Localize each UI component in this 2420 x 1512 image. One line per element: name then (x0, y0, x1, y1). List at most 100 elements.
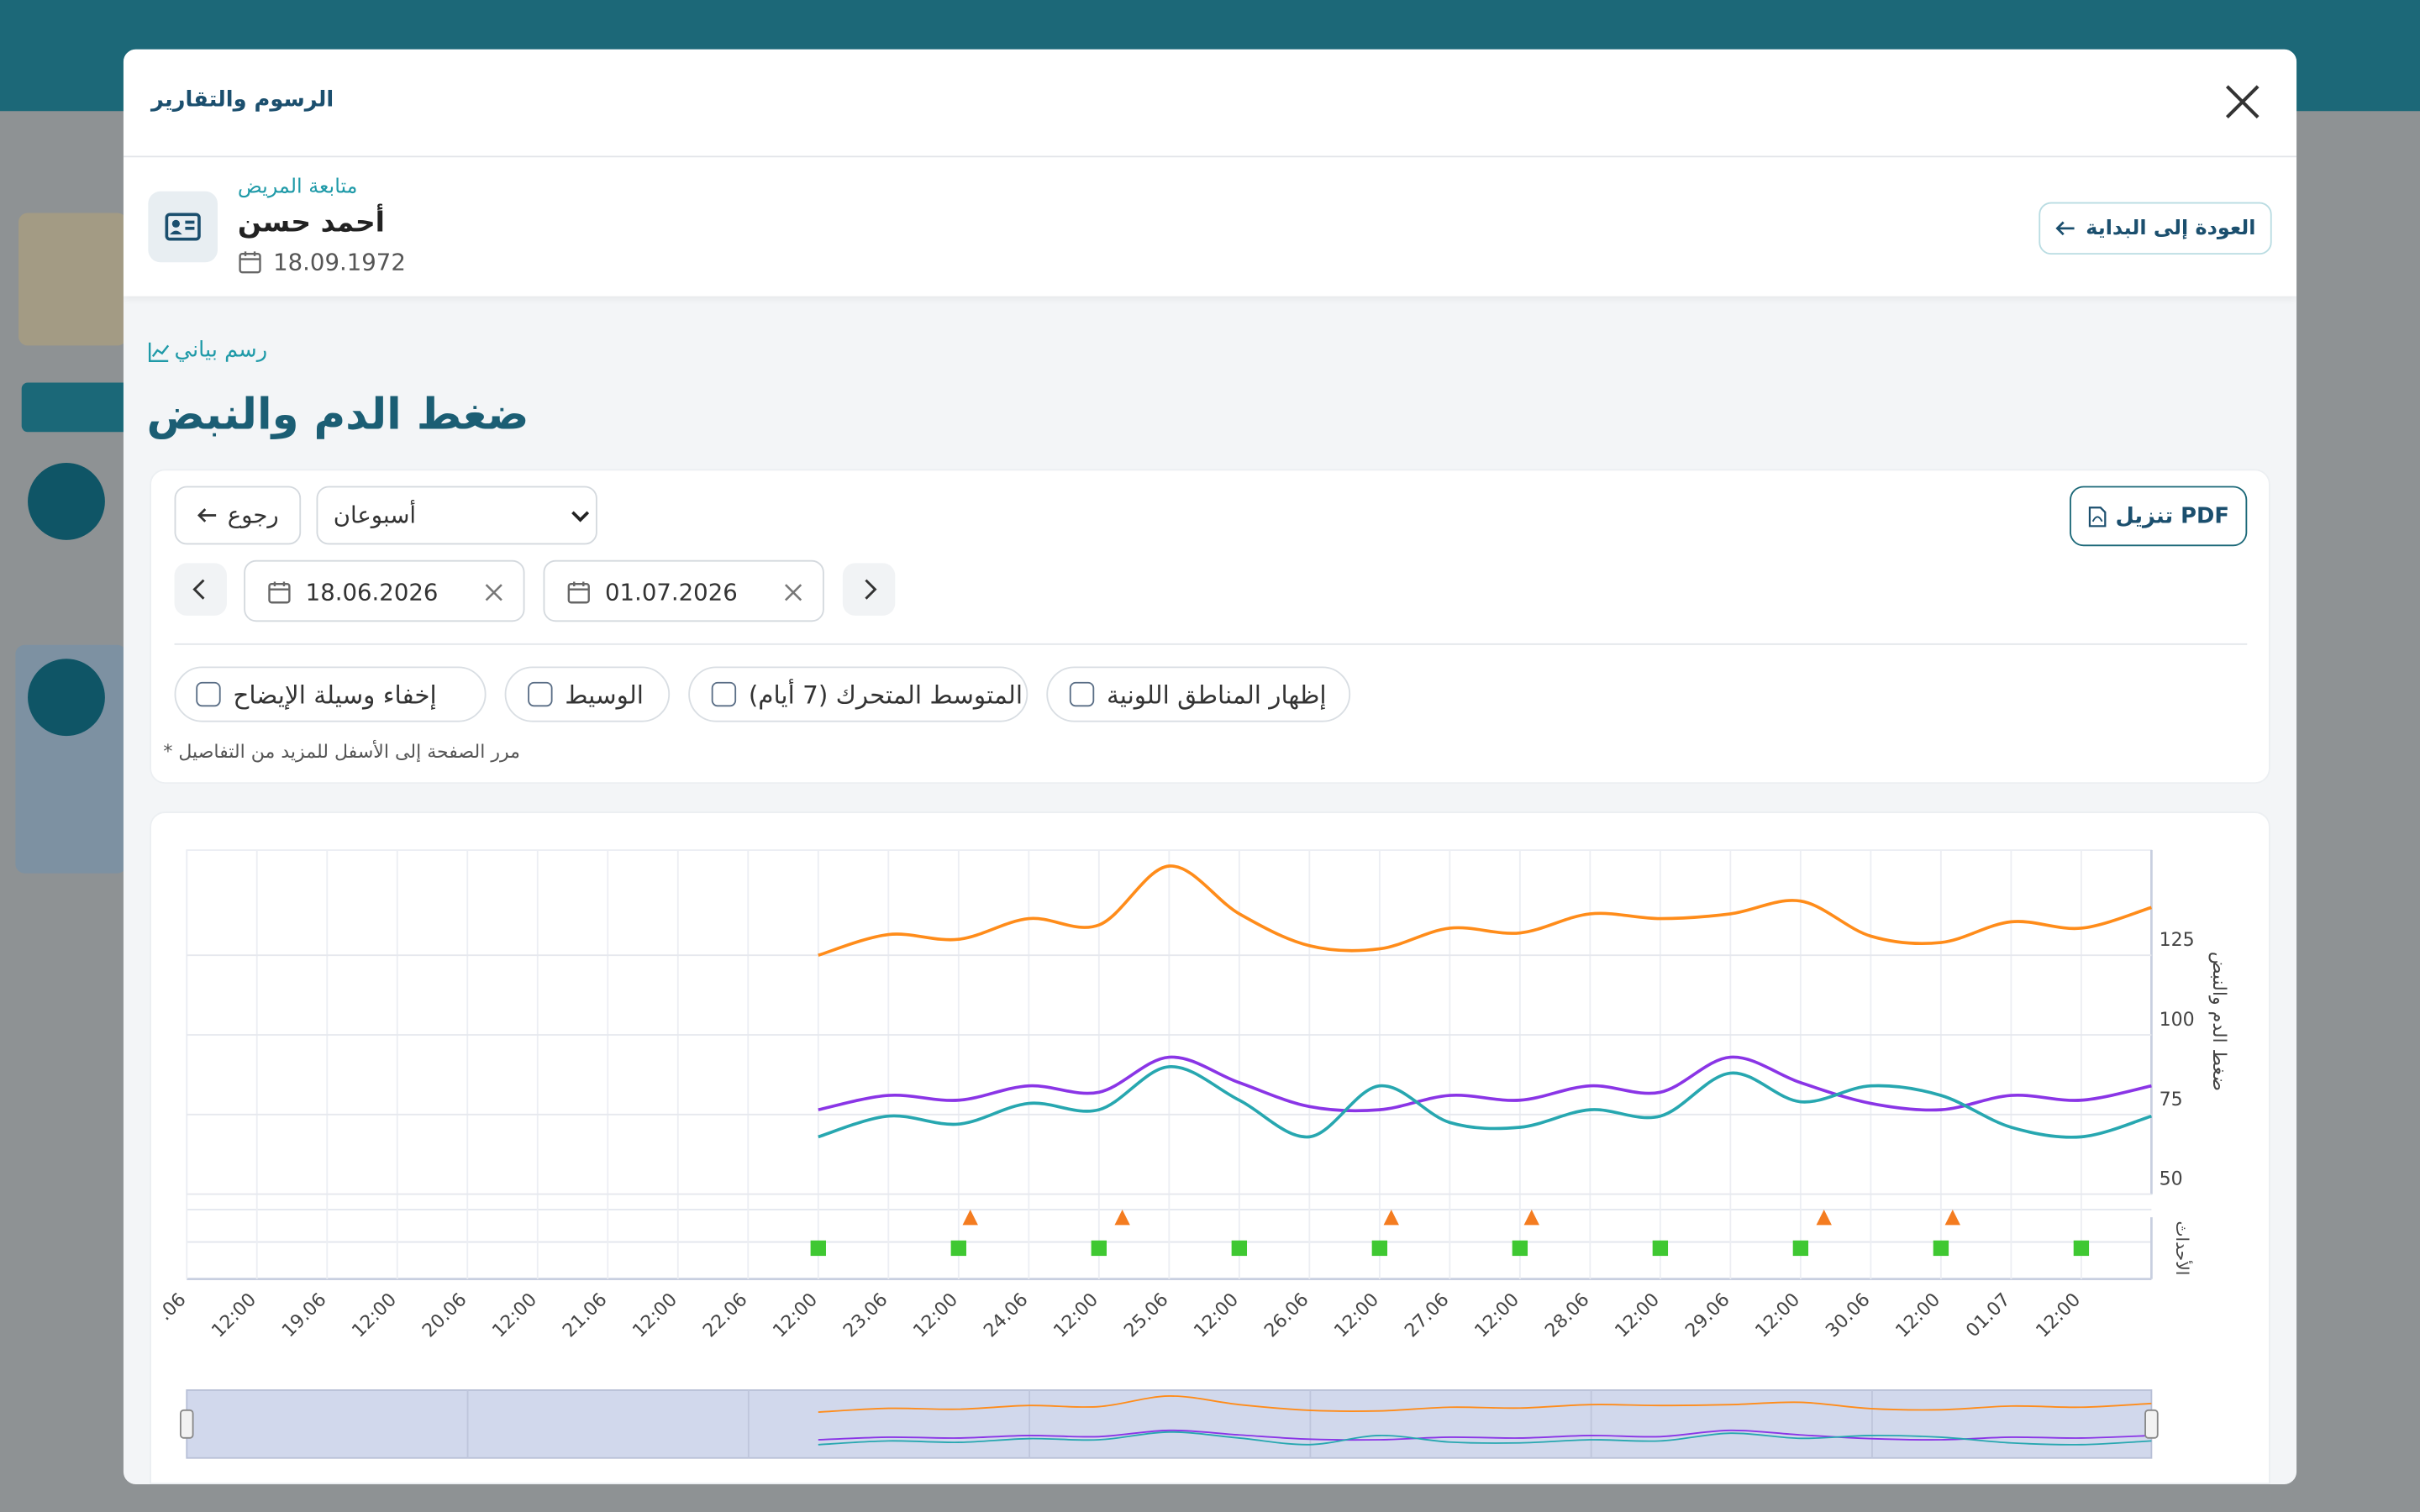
patient-name: أحمد حسن (237, 207, 386, 239)
patient-birth-date: 18.09.1972 (273, 248, 406, 276)
event-marker (1091, 1240, 1107, 1257)
clear-icon[interactable] (784, 583, 802, 601)
date-to-input[interactable]: 01.07.2026 (543, 559, 824, 622)
patient-icon (148, 191, 218, 263)
background-button (21, 382, 130, 433)
y-tick-label: 125 (2160, 930, 2195, 951)
x-tick-label: 12:00 (1612, 1289, 1665, 1342)
back-to-start-button[interactable]: العودة إلى البداية (2039, 202, 2272, 255)
option-toggle[interactable]: المتوسط المتحرك (7 أيام) (688, 666, 1028, 722)
x-tick-label: 22.06 (699, 1289, 751, 1341)
x-tick-label: 25.06 (1120, 1289, 1172, 1341)
scroll-note: مرر الصفحة إلى الأسفل للمزيد من التفاصيل… (163, 740, 520, 763)
x-tick-label: 12:00 (629, 1289, 681, 1342)
y-tick-label: 100 (2160, 1010, 2195, 1031)
event-marker (1114, 1210, 1130, 1226)
next-button[interactable] (842, 563, 896, 616)
x-tick-label: 19.06 (278, 1289, 330, 1341)
clear-icon[interactable] (485, 583, 503, 601)
date-from-input[interactable]: 18.06.2026 (244, 559, 525, 622)
date-value: 18.06.2026 (305, 578, 439, 606)
x-tick-label: 28.06 (1541, 1289, 1593, 1341)
x-tick-label: 01.07 (1962, 1289, 2014, 1341)
event-marker (1792, 1240, 1809, 1257)
x-tick-label: .06 (155, 1289, 190, 1325)
calendar-icon (239, 251, 261, 274)
event-marker (1523, 1210, 1539, 1226)
x-tick-label: 29.06 (1681, 1289, 1733, 1341)
y-axis-title: ضغط الدم والنبض (2208, 952, 2229, 1091)
x-tick-label: 26.06 (1260, 1289, 1313, 1341)
event-marker (2073, 1240, 2090, 1257)
option-toggle[interactable]: إظهار المناطق اللونية (1046, 666, 1351, 722)
event-marker (1231, 1240, 1248, 1257)
x-tick-label: 12:00 (1752, 1289, 1805, 1342)
event-marker (1933, 1240, 1949, 1257)
select-value: أسبوعان (333, 501, 417, 530)
event-marker (810, 1240, 826, 1257)
navigator-line (818, 1429, 2152, 1441)
x-tick-label: 12:00 (1331, 1289, 1384, 1342)
x-tick-label: 12:00 (1190, 1289, 1243, 1342)
navigator-line (818, 1431, 2152, 1446)
section-kicker: رسم بياني (174, 338, 268, 363)
event-marker (1816, 1210, 1832, 1226)
option-toggle[interactable]: إخفاء وسيلة الإيضاح (174, 666, 487, 722)
divider (174, 643, 2248, 645)
event-marker (950, 1240, 966, 1257)
x-tick-label: 27.06 (1401, 1289, 1453, 1341)
patient-label: متابعة المريض (237, 176, 358, 199)
option-label: إخفاء وسيلة الإيضاح (233, 680, 437, 709)
x-tick-label: 12:00 (488, 1289, 541, 1342)
pdf-icon (2088, 506, 2106, 527)
calendar-icon (567, 581, 590, 604)
event-marker (1512, 1240, 1528, 1257)
x-tick-label: 12:00 (1050, 1289, 1102, 1342)
series-line (818, 864, 2152, 957)
button-label: PDF تنزيل (2115, 503, 2229, 529)
arrow-icon (197, 508, 217, 522)
period-select[interactable]: أسبوعان (316, 486, 597, 545)
previous-button[interactable] (174, 563, 228, 616)
series-line (818, 1055, 2152, 1113)
navigator-handle (179, 1409, 194, 1439)
y-tick-label: 50 (2160, 1169, 2183, 1190)
x-tick-label: 12:00 (1471, 1289, 1524, 1342)
pdf-button[interactable]: PDF تنزيل (2070, 486, 2248, 547)
x-tick-label: 30.06 (1822, 1289, 1874, 1341)
button-label: العودة إلى البداية (2086, 217, 2256, 240)
x-tick-label: 12:00 (2033, 1289, 2086, 1342)
event-marker (1383, 1210, 1399, 1226)
calendar-icon (268, 581, 291, 604)
event-marker (1371, 1240, 1388, 1257)
arrow-icon (2056, 221, 2075, 236)
x-tick-label: 20.06 (418, 1289, 471, 1341)
x-tick-label: 23.06 (839, 1289, 892, 1341)
back-button[interactable]: رجوع (174, 486, 302, 545)
option-label: إظهار المناطق اللونية (1106, 680, 1327, 709)
x-tick-label: 12:00 (909, 1289, 962, 1342)
patient-bar (123, 157, 2297, 297)
event-marker (1652, 1240, 1669, 1257)
option-label: المتوسط المتحرك (7 أيام) (748, 680, 1023, 709)
modal-header (123, 49, 2297, 158)
option-label: الوسيط (565, 680, 644, 709)
series-line (818, 1065, 2152, 1139)
modal-title: الرسوم والتقارير (151, 87, 334, 113)
background-avatar (28, 659, 105, 737)
x-tick-label: 24.06 (980, 1289, 1032, 1341)
y-tick-label: 75 (2160, 1089, 2183, 1110)
x-tick-label: 12:00 (348, 1289, 401, 1342)
events-axis-title: الأحداث (2172, 1221, 2192, 1276)
navigator-line (818, 1395, 2152, 1413)
event-marker (1944, 1210, 1960, 1226)
option-toggle[interactable]: الوسيط (504, 666, 671, 722)
x-tick-label: 12:00 (1892, 1289, 1945, 1342)
background-avatar (28, 463, 105, 540)
close-button[interactable] (2223, 81, 2263, 122)
section-title: ضغط الدم والنبض (146, 388, 529, 440)
navigator-handle (2144, 1409, 2159, 1439)
chart-card: .06 12:00 19.06 12:00 20.06 12:00 21.06 12:00 22… (150, 811, 2270, 1484)
event-marker (962, 1210, 978, 1226)
